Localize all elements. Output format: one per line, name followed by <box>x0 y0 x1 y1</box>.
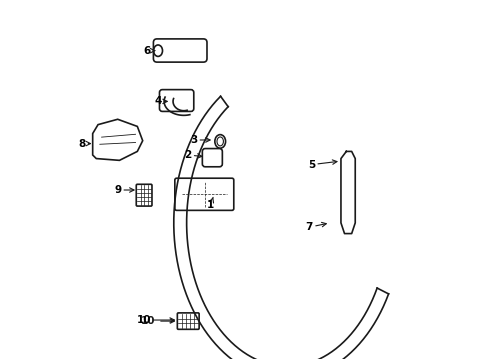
Text: 4: 4 <box>154 96 167 107</box>
Text: 5: 5 <box>307 159 336 170</box>
Text: 1: 1 <box>206 197 214 210</box>
Text: 10: 10 <box>141 316 174 326</box>
Text: 2: 2 <box>184 150 202 160</box>
Text: 8: 8 <box>78 139 90 149</box>
Text: 9: 9 <box>114 185 134 195</box>
Text: 10: 10 <box>136 315 174 325</box>
Text: 7: 7 <box>305 222 325 232</box>
Text: 6: 6 <box>143 46 154 56</box>
Text: 3: 3 <box>190 135 210 145</box>
